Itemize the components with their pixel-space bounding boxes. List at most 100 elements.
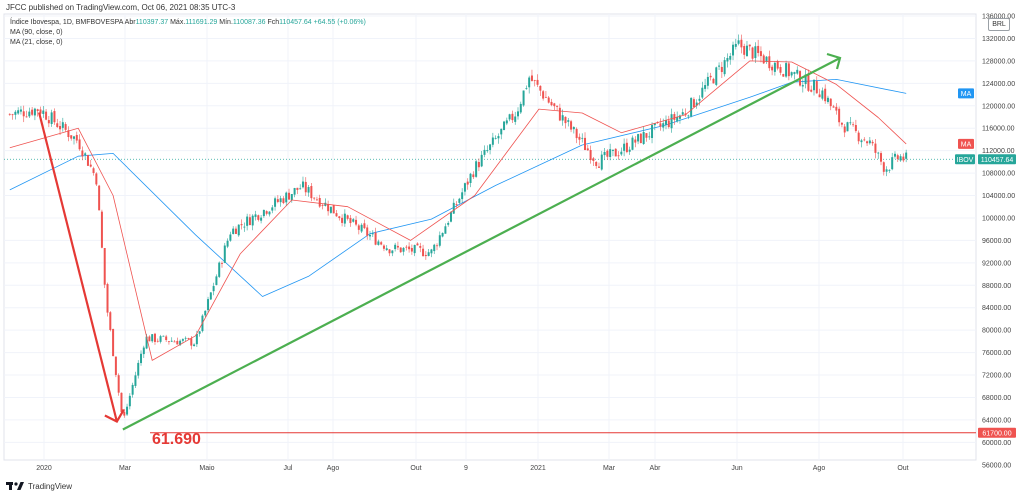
candle-body [469, 173, 472, 183]
candle-body [614, 148, 617, 157]
tradingview-logo-icon [6, 482, 24, 490]
ma21-tag-text: MA [961, 141, 972, 148]
candle-body [757, 45, 760, 54]
x-tick-label: 2021 [530, 465, 546, 472]
candle-body [832, 106, 835, 108]
candle-body [720, 66, 723, 73]
candle-body [667, 120, 670, 128]
ohlc-high-label: Máx. [170, 19, 186, 26]
y-tick-label: 60000.00 [982, 440, 1011, 447]
candle-body [126, 406, 129, 415]
footer-brand[interactable]: TradingView [6, 481, 72, 491]
x-tick-label: Mar [119, 465, 132, 472]
candle-body [112, 329, 115, 357]
y-tick-label: 120000.00 [982, 103, 1015, 110]
candle-body [718, 65, 721, 67]
chart-legend: Índice Ibovespa, 1D, BMFBOVESPA Abr11039… [10, 18, 366, 48]
candle-body [424, 254, 427, 257]
ohlc-high-value: 111691.29 [185, 19, 218, 26]
ma21-line [9, 60, 907, 361]
axes: 56000.00 60000.00 64000.00 68000.00 72000.00… [36, 14, 1015, 473]
y-tick-label: 100000.00 [982, 215, 1015, 222]
candle-body [779, 67, 782, 73]
candle-body [497, 136, 500, 139]
candle-body [773, 62, 776, 72]
candle-body [31, 109, 34, 115]
last-price-tag-text: 110457.64 [981, 157, 1014, 164]
candle-body [567, 120, 570, 122]
candle-body [804, 74, 807, 85]
candle-body [737, 40, 740, 44]
candle-body [807, 74, 810, 91]
candle-body [363, 223, 366, 229]
candle-body [466, 181, 469, 185]
candle-body [315, 199, 318, 201]
candle-body [578, 136, 581, 140]
candle-body [494, 137, 497, 139]
candle-body [374, 232, 377, 245]
ma21-legend[interactable]: MA (21, close, 0) [10, 39, 63, 46]
candle-body [517, 111, 519, 117]
candle-body [458, 198, 461, 203]
candle-body [64, 124, 67, 130]
y-tick-label: 72000.00 [982, 373, 1011, 380]
candle-body [349, 217, 352, 224]
candle-body [740, 39, 743, 48]
x-tick-label: Ago [327, 465, 340, 472]
candle-body [8, 113, 11, 115]
candle-body [687, 115, 690, 117]
candle-body [282, 198, 285, 203]
candle-body [204, 310, 207, 316]
candle-body [609, 149, 612, 157]
candle-body [759, 51, 762, 57]
candle-body [140, 353, 143, 364]
ma90-legend[interactable]: MA (90, close, 0) [10, 29, 63, 36]
candle-body [570, 121, 573, 130]
candle-body [556, 105, 559, 107]
candle-body [318, 198, 321, 207]
candle-body [268, 211, 271, 215]
x-tick-label: Out [410, 465, 421, 472]
candle-body [338, 216, 341, 219]
candle-body [50, 112, 53, 124]
candle-body [237, 224, 240, 236]
candle-body [880, 153, 883, 162]
candle-body [455, 204, 458, 205]
candle-body [251, 215, 254, 226]
candle-body [698, 98, 701, 101]
candle-body [346, 215, 349, 219]
candle-body [271, 207, 274, 211]
candle-body [260, 217, 263, 221]
ma90-tag-text: MA [961, 91, 972, 98]
currency-button[interactable]: BRL [988, 18, 1010, 31]
candle-body [170, 340, 173, 342]
candle-body [681, 112, 684, 115]
x-tick-label: 9 [464, 465, 468, 472]
candle-body [620, 151, 623, 155]
candle-body [871, 141, 874, 144]
candle-body [19, 109, 22, 112]
candle-body [813, 79, 815, 91]
down-arrow-head [104, 408, 125, 423]
candle-body [427, 252, 430, 256]
candle-body [357, 225, 360, 230]
candle-body [117, 375, 120, 393]
candle-body [533, 80, 536, 82]
candle-body [572, 127, 575, 130]
candle-body [754, 46, 757, 59]
candle-body [159, 336, 162, 342]
published-by: JFCC published on TradingView.com, Oct 0… [6, 3, 236, 12]
candle-body [371, 233, 374, 235]
candle-body [207, 299, 210, 311]
candle-body [564, 116, 567, 124]
candle-body [234, 228, 237, 234]
candle-body [882, 162, 885, 172]
candle-body [519, 103, 522, 113]
candle-body [59, 126, 62, 130]
candle-body [678, 115, 681, 119]
candle-body [771, 66, 774, 71]
candle-body [257, 215, 260, 220]
candle-body [821, 90, 824, 99]
candle-body [480, 154, 483, 167]
